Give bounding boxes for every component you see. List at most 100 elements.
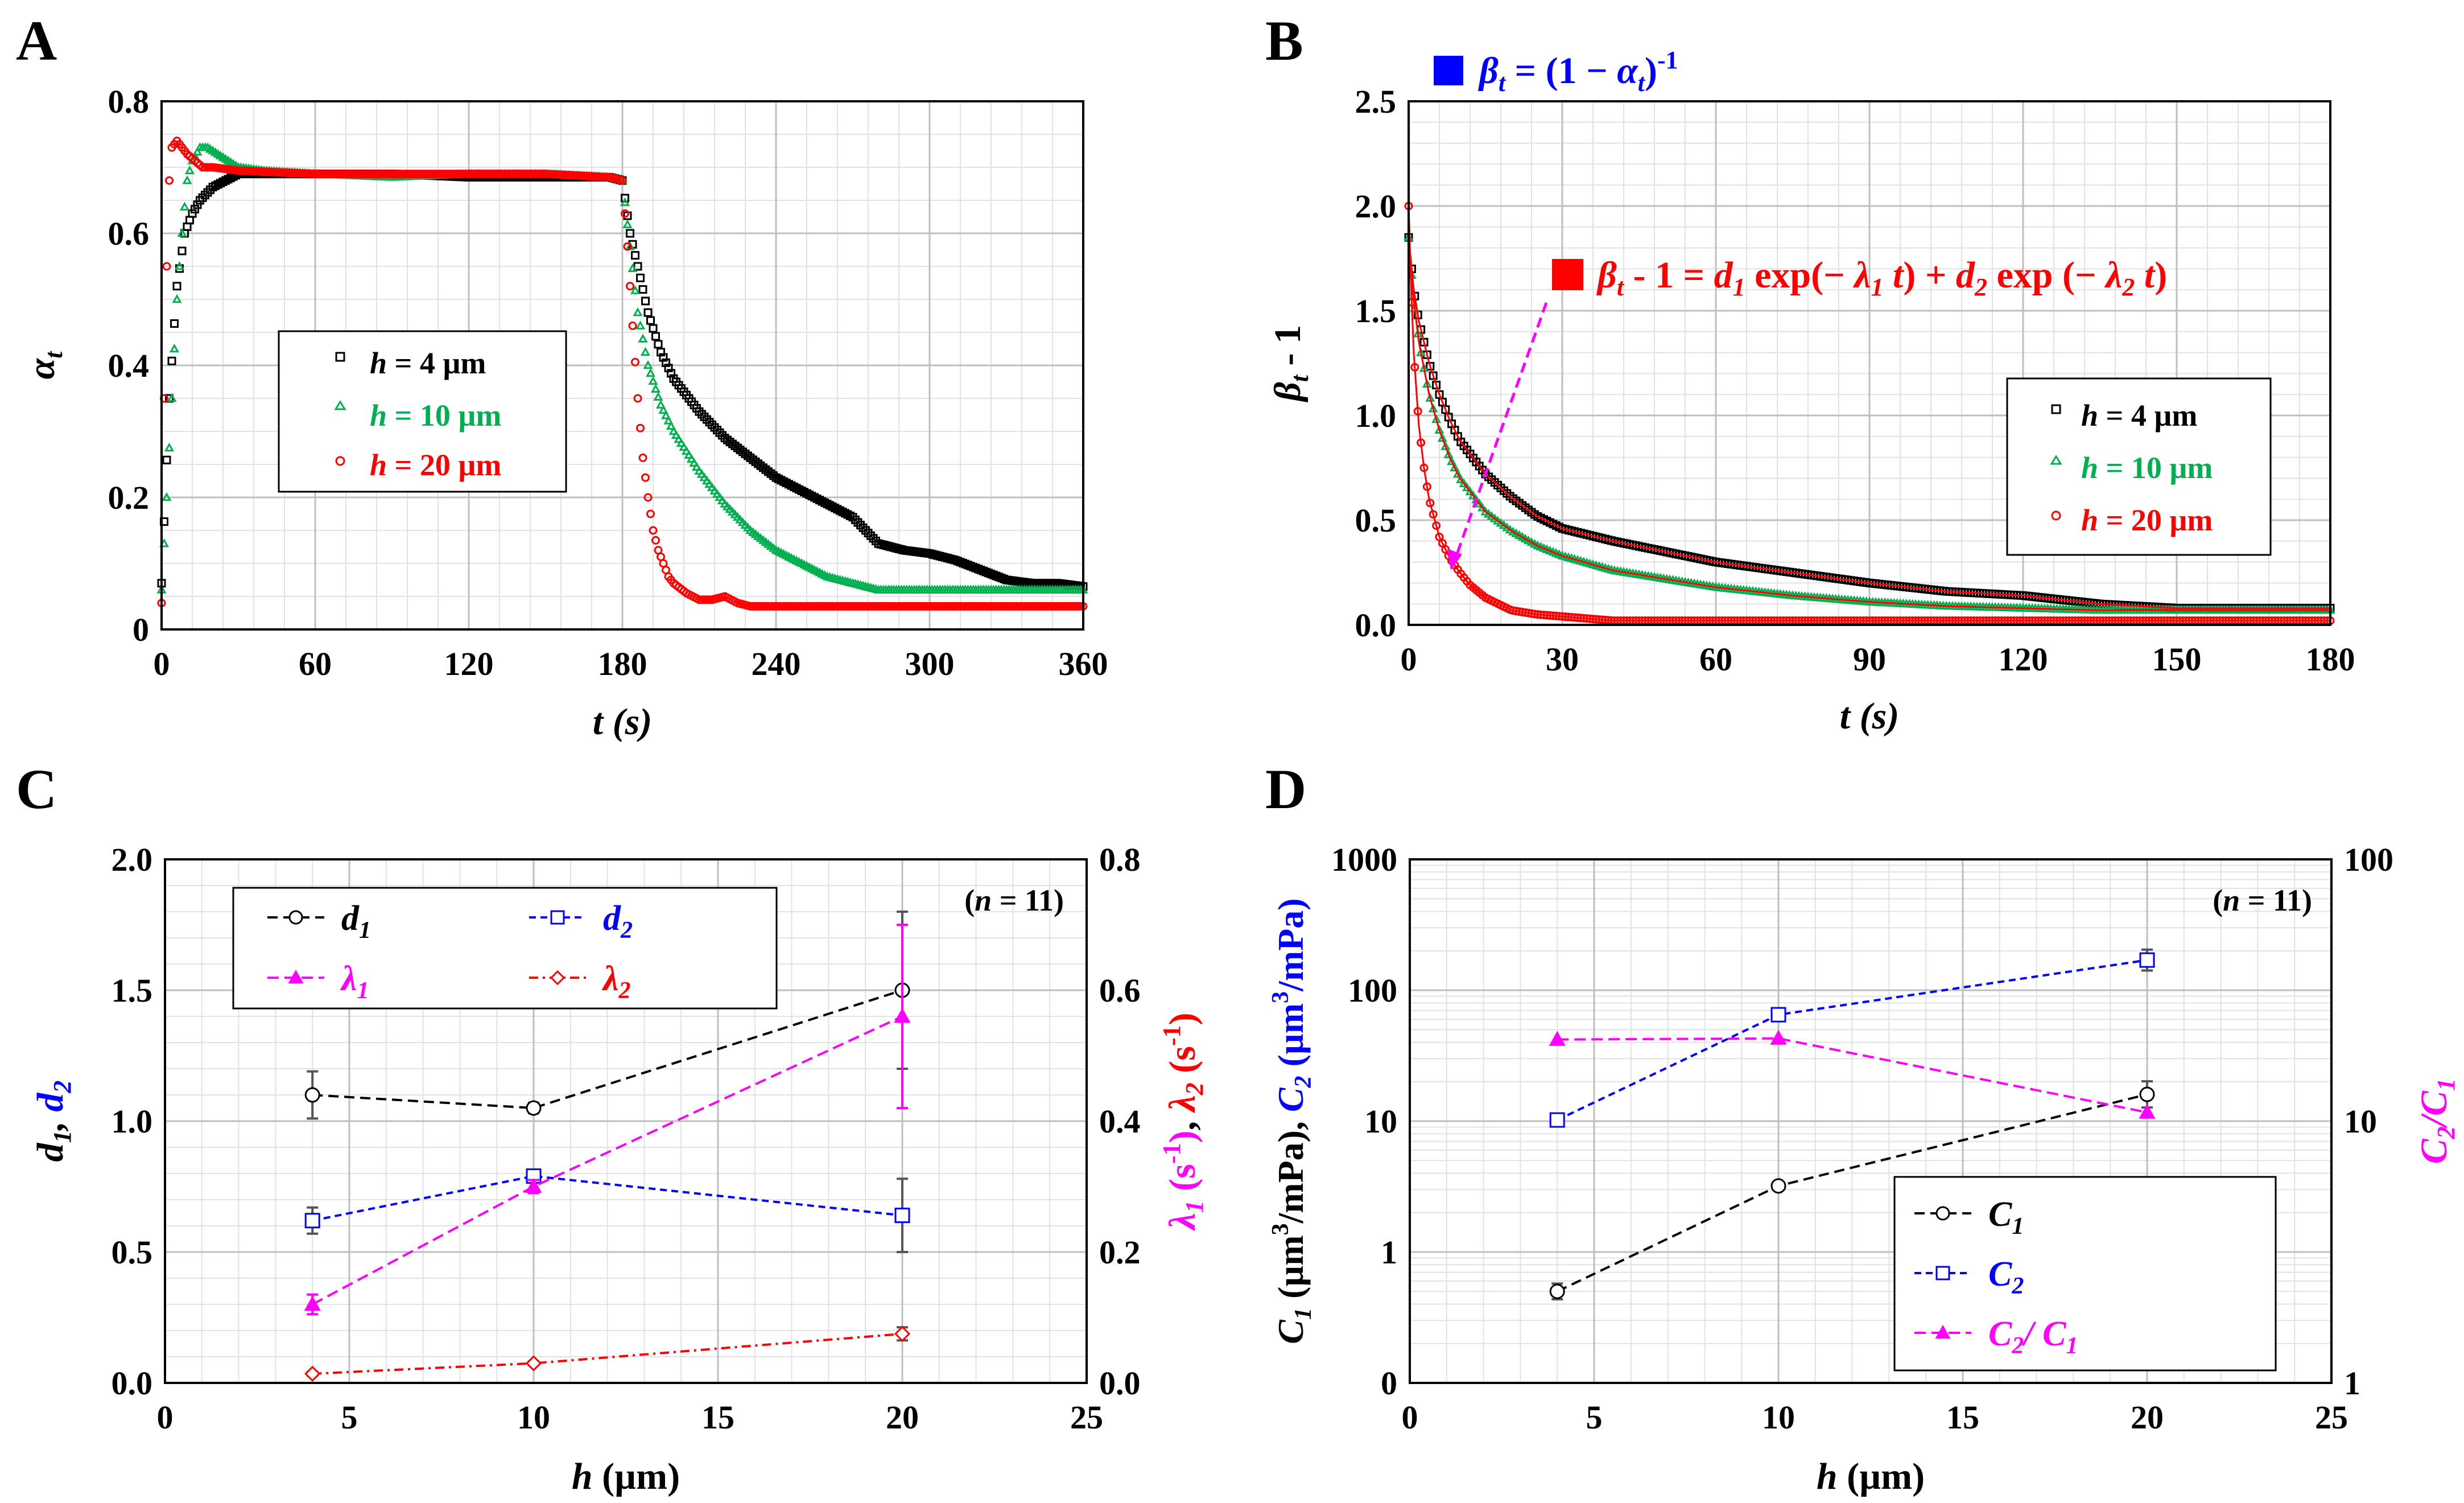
data-point (666, 421, 676, 430)
data-point (1468, 490, 1478, 500)
legend-label-subscript: 1 (2066, 1333, 2078, 1359)
legend-label: λ2 (601, 960, 631, 1004)
data-point (651, 332, 660, 341)
data-point (630, 285, 641, 294)
panel-d-ylabel-right: C2/C1 (2413, 1078, 2460, 1164)
data-point (1465, 486, 1475, 496)
data-point (1429, 371, 1438, 380)
y-tick-label-left: 0 (1381, 1365, 1397, 1402)
legend-label-subscript: 2 (2011, 1333, 2024, 1359)
data-point (674, 434, 684, 443)
legend-marker-circle-icon (2051, 510, 2061, 521)
x-tick-label: 25 (2315, 1399, 2348, 1436)
panel-a-series (156, 137, 1088, 611)
data-point (635, 320, 646, 330)
y-tick-label: 0.6 (108, 215, 150, 252)
data-point (640, 347, 651, 356)
panel-b: B 0 30 60 90 120 150 180 0.0 0.5 1.0 1.5 2.0 2.5 t (… (1265, 9, 2355, 737)
data-point (894, 1325, 911, 1342)
data-point (167, 356, 176, 365)
panel-a-frame (160, 100, 1084, 631)
data-point (654, 340, 663, 349)
data-point (1432, 381, 1441, 390)
data-point (622, 219, 633, 228)
data-point (663, 415, 674, 425)
panel-a-ylabel: αt (21, 351, 68, 380)
data-point (671, 430, 682, 439)
data-point (182, 175, 192, 184)
legend-marker-icon (288, 969, 304, 984)
panel-b-ylabel: βt - 1 (1267, 325, 1314, 403)
data-point (626, 282, 634, 291)
y-tick-label-left: 0.5 (112, 1234, 153, 1271)
x-tick-label: 300 (905, 645, 955, 682)
data-point (623, 242, 632, 251)
y-tick-label-right: 0.2 (1099, 1234, 1141, 1271)
panel-a-legend-box (278, 330, 567, 493)
panel-d-frame (1409, 858, 2333, 1384)
x-tick-label: 5 (341, 1399, 358, 1436)
beta-definition-marker (1434, 56, 1463, 85)
x-tick-label: 15 (1946, 1399, 1979, 1436)
data-point (2139, 952, 2155, 968)
panel-a-label: A (16, 9, 57, 72)
data-point (164, 442, 175, 452)
panel-c-legend: d1 d2 λ1 λ2 (232, 887, 778, 1010)
data-point (631, 357, 639, 367)
data-point (658, 405, 668, 414)
data-point (1549, 1112, 1565, 1128)
data-point (1426, 499, 1435, 508)
data-point (525, 1177, 542, 1193)
y-tick-label: 0.8 (108, 83, 150, 120)
data-point (1549, 1031, 1566, 1046)
data-point (894, 1208, 910, 1224)
x-tick-label: 0 (157, 1399, 174, 1436)
data-point (643, 360, 653, 369)
data-point (1437, 433, 1447, 442)
data-point (679, 442, 689, 451)
data-point (170, 319, 179, 328)
data-point (1770, 1007, 1786, 1023)
legend-label-subscript: 1 (357, 978, 369, 1004)
data-point (1434, 425, 1444, 434)
legend-label-subscript: 1 (359, 917, 371, 944)
x-tick-label: 360 (1059, 645, 1108, 682)
x-tick-label: 90 (1853, 641, 1886, 678)
y-tick-label-left: 10 (1364, 1103, 1397, 1140)
panel-c-ylabel-right: λ1 (s-1), λ2 (s-1) (1158, 1012, 1208, 1231)
panel-b-legend-h20: h = 20 µm (2081, 503, 2213, 537)
legend-label: λ1 (340, 960, 369, 1004)
legend-marker-icon (1935, 1206, 1950, 1221)
data-point (1456, 474, 1466, 484)
y-tick-label: 0.2 (108, 479, 150, 516)
data-point (1770, 1030, 1787, 1045)
data-point (1770, 1178, 1786, 1194)
data-point (633, 307, 643, 316)
panel-a-legend-h20: h = 20 µm (370, 448, 501, 482)
panel-d-series (1549, 948, 2156, 1301)
panel-a-legend-h10: h = 10 µm (370, 398, 501, 433)
data-point (689, 458, 699, 467)
legend-marker-circle-icon (335, 456, 345, 466)
panel-a-legend: h = 4 µm h = 10 µm h = 20 µm (278, 330, 567, 493)
data-point (169, 343, 180, 353)
x-tick-label: 180 (2306, 641, 2355, 678)
panel-b-legend-h4: h = 4 µm (2081, 398, 2197, 433)
panel-c: C 0 5 10 15 20 250.00.51.01.52.00.00.20.40.60… (16, 757, 1208, 1497)
data-point (894, 1007, 911, 1023)
data-point (661, 410, 671, 419)
data-point (691, 462, 702, 471)
data-point (162, 262, 171, 271)
data-point (526, 1100, 542, 1116)
x-tick-label: 0 (1402, 1399, 1418, 1436)
panel-c-xlabel: h (µm) (572, 1456, 680, 1497)
y-tick-label: 0.5 (1355, 502, 1397, 539)
data-point (636, 423, 645, 433)
fit-arrow (1454, 302, 1548, 559)
data-point (626, 229, 634, 238)
fit-curve (1408, 237, 2330, 611)
panel-b-label: B (1265, 9, 1303, 72)
panel-d-label: D (1265, 757, 1306, 821)
data-point (165, 176, 174, 185)
